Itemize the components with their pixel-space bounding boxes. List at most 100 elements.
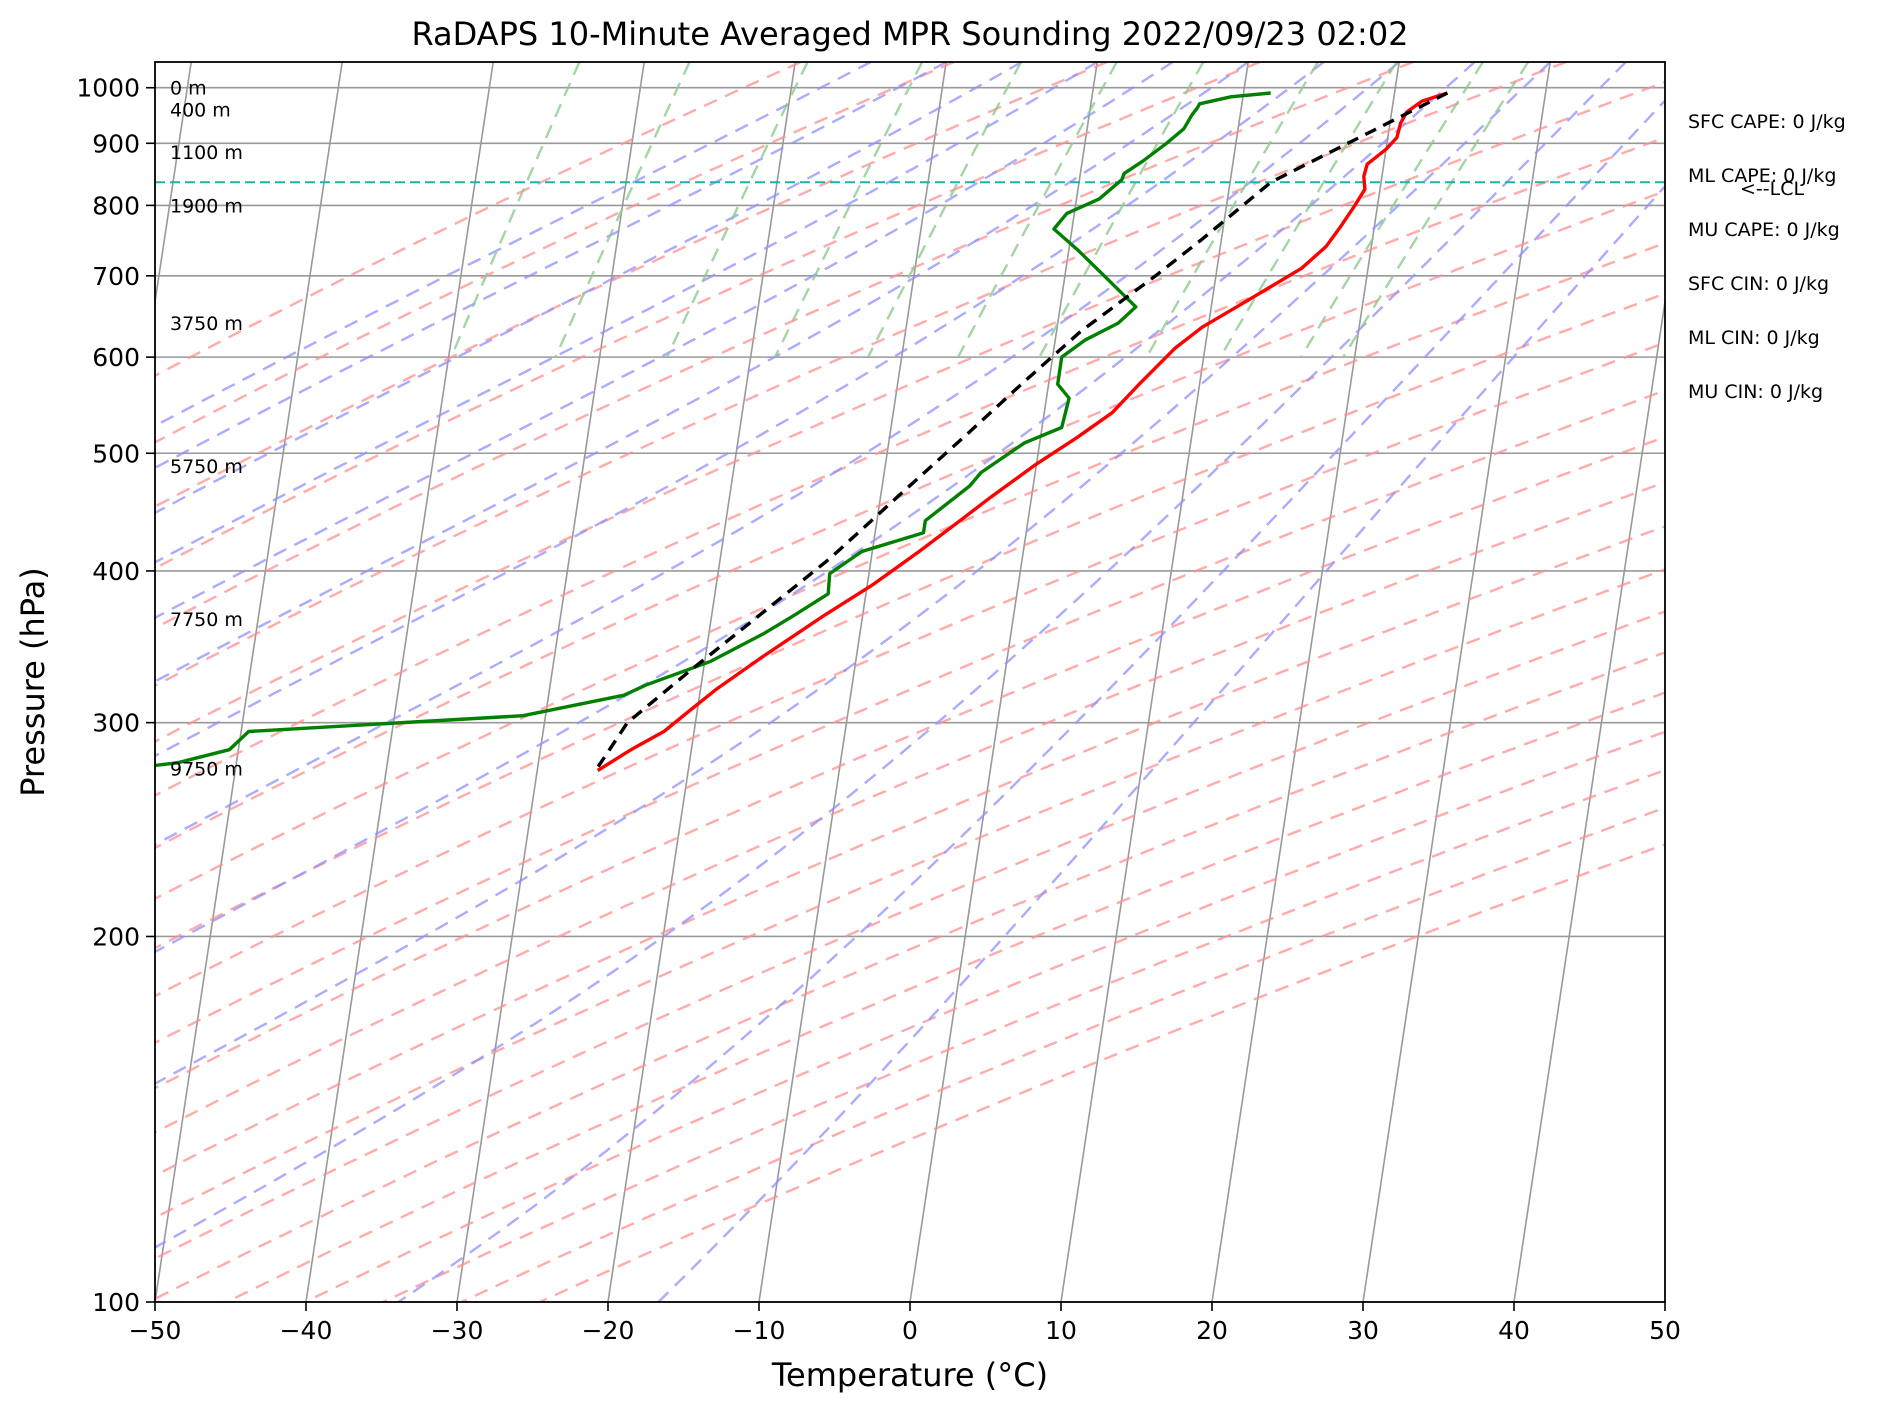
y-tick-label: 800 bbox=[92, 191, 140, 220]
stability-index-label: SFC CIN: 0 J/kg bbox=[1688, 273, 1829, 295]
mixing-ratio-line bbox=[450, 62, 581, 358]
dry-adiabat bbox=[155, 80, 1665, 743]
dry-adiabat bbox=[539, 843, 1665, 1302]
mixing-ratio-line bbox=[867, 62, 1023, 358]
mixing-ratio-line bbox=[554, 62, 691, 358]
dry-adiabat bbox=[155, 341, 1665, 998]
stability-index-label: ML CAPE: 0 J/kg bbox=[1688, 165, 1836, 187]
x-tick-label: 20 bbox=[1196, 1316, 1228, 1345]
x-tick-label: −20 bbox=[582, 1316, 635, 1345]
mixing-ratio-line bbox=[1299, 62, 1484, 358]
moist-adiabat bbox=[657, 184, 1665, 1302]
dry-adiabat bbox=[304, 730, 1665, 1302]
dewpoint-profile-line bbox=[155, 91, 1271, 768]
dry-adiabat bbox=[155, 62, 1108, 508]
mixing-ratio-line bbox=[665, 62, 809, 358]
x-tick-label: 0 bbox=[902, 1316, 918, 1345]
x-tick-label: −40 bbox=[280, 1316, 333, 1345]
y-tick-label: 600 bbox=[92, 343, 140, 372]
moist-adiabat bbox=[397, 98, 1665, 1302]
y-tick-label: 300 bbox=[92, 709, 140, 738]
height-label: 5750 m bbox=[170, 456, 243, 478]
isotherm-line bbox=[909, 62, 1098, 1302]
mixing-ratio-line bbox=[1342, 62, 1530, 358]
dry-adiabat bbox=[155, 480, 1665, 1134]
height-label: 1100 m bbox=[170, 142, 243, 164]
dry-adiabat bbox=[226, 691, 1665, 1302]
height-label: 7750 m bbox=[170, 609, 243, 631]
x-tick-label: 30 bbox=[1347, 1316, 1379, 1345]
dry-adiabat bbox=[155, 62, 1261, 570]
isotherm-line bbox=[1060, 62, 1249, 1302]
stability-index-label: MU CAPE: 0 J/kg bbox=[1688, 219, 1840, 241]
dry-adiabat bbox=[155, 62, 1414, 630]
y-tick-label: 100 bbox=[92, 1288, 140, 1317]
dry-adiabat bbox=[155, 62, 955, 444]
height-label: 400 m bbox=[170, 99, 231, 121]
x-axis-label: Temperature (°C) bbox=[771, 1356, 1048, 1394]
moist-adiabat bbox=[155, 62, 947, 470]
isotherm-line bbox=[758, 62, 947, 1302]
isotherm-line bbox=[155, 62, 192, 308]
isotherm-line bbox=[1664, 1296, 1665, 1302]
chart-title: RaDAPS 10-Minute Averaged MPR Sounding 2… bbox=[411, 15, 1408, 53]
dry-adiabat bbox=[155, 189, 1665, 850]
lcl-label: <--LCL bbox=[1740, 178, 1804, 200]
isotherm-line bbox=[1513, 296, 1665, 1302]
moist-adiabat bbox=[155, 62, 1325, 758]
y-tick-label: 700 bbox=[92, 262, 140, 291]
moist-adiabat bbox=[155, 62, 1400, 846]
dry-adiabat bbox=[155, 568, 1665, 1220]
parcel-profile-line bbox=[596, 91, 1449, 768]
moist-adiabat bbox=[155, 62, 1552, 1085]
stability-index-label: SFC CAPE: 0 J/kg bbox=[1688, 111, 1846, 133]
dry-adiabat bbox=[155, 241, 1665, 901]
dry-adiabat bbox=[155, 292, 1665, 950]
height-label: 9750 m bbox=[170, 759, 243, 781]
isotherm-line bbox=[1362, 62, 1551, 1302]
isotherm-line bbox=[155, 62, 343, 1302]
y-tick-label: 400 bbox=[92, 557, 140, 586]
moist-adiabat bbox=[155, 62, 1476, 954]
y-tick-label: 500 bbox=[92, 439, 140, 468]
dry-adiabat bbox=[155, 136, 1665, 797]
y-tick-label: 1000 bbox=[76, 74, 140, 103]
x-tick-label: −30 bbox=[431, 1316, 484, 1345]
dry-adiabat bbox=[155, 435, 1665, 1090]
y-axis-label: Pressure (hPa) bbox=[14, 567, 52, 797]
dry-adiabat bbox=[155, 651, 1665, 1301]
dry-adiabat bbox=[155, 610, 1665, 1261]
isotherm-line bbox=[1211, 62, 1400, 1302]
temperature-profile-line bbox=[596, 91, 1448, 772]
moist-adiabat bbox=[155, 62, 1098, 564]
isotherm-line bbox=[456, 62, 645, 1302]
x-tick-label: 40 bbox=[1498, 1316, 1530, 1345]
isotherm-line bbox=[607, 62, 796, 1302]
x-tick-label: 10 bbox=[1045, 1316, 1077, 1345]
mixing-ratio-line bbox=[957, 62, 1118, 358]
mixing-ratio-line bbox=[773, 62, 924, 358]
x-tick-label: 50 bbox=[1649, 1316, 1681, 1345]
stability-index-label: MU CIN: 0 J/kg bbox=[1688, 381, 1823, 403]
moist-adiabat bbox=[155, 62, 1627, 1249]
dry-adiabat bbox=[155, 62, 1567, 688]
height-label: 3750 m bbox=[170, 313, 243, 335]
dry-adiabat bbox=[155, 525, 1665, 1177]
moist-adiabat bbox=[155, 62, 1023, 515]
moist-adiabat bbox=[155, 62, 1249, 683]
mixing-ratio-line bbox=[1038, 62, 1205, 358]
x-tick-label: −50 bbox=[129, 1316, 182, 1345]
height-label: 1900 m bbox=[170, 195, 243, 217]
mixing-ratio-line bbox=[1219, 62, 1398, 358]
moist-adiabat bbox=[155, 62, 872, 428]
mixing-ratio-line bbox=[1145, 62, 1319, 358]
height-label: 0 m bbox=[170, 78, 207, 100]
y-tick-label: 900 bbox=[92, 129, 140, 158]
y-tick-label: 200 bbox=[92, 922, 140, 951]
stability-index-label: ML CIN: 0 J/kg bbox=[1688, 327, 1820, 349]
isotherm-line bbox=[305, 62, 494, 1302]
dry-adiabat bbox=[155, 389, 1665, 1045]
dry-adiabat bbox=[382, 768, 1665, 1302]
moist-adiabat bbox=[155, 62, 1174, 620]
